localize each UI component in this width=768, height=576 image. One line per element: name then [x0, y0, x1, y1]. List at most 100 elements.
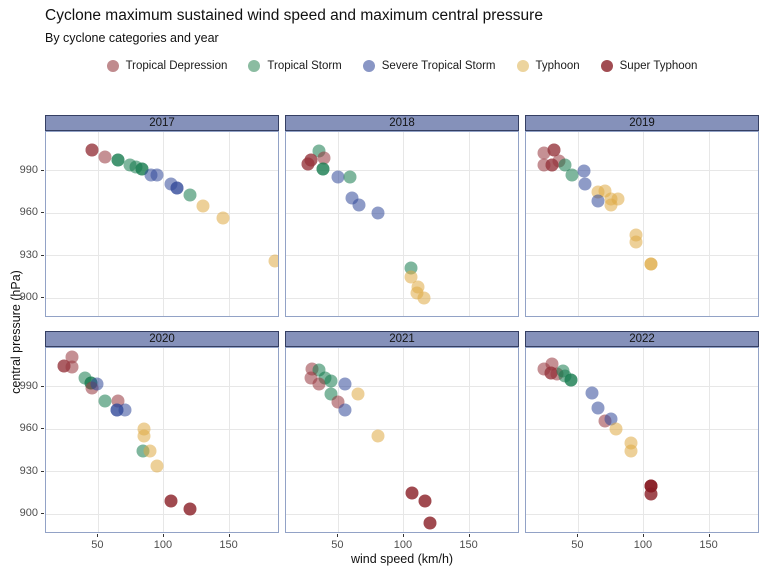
data-point-sty	[418, 494, 432, 508]
data-point-ty	[644, 257, 658, 271]
legend-item-ty: Typhoon	[516, 60, 580, 72]
x-tick-mark	[162, 534, 164, 537]
facet-strip-label: 2017	[149, 117, 175, 129]
gridline	[526, 255, 758, 257]
legend-swatch-icon	[600, 60, 613, 72]
data-point-ts	[564, 373, 578, 387]
x-tick-mark	[708, 534, 710, 537]
data-point-ts	[316, 162, 330, 176]
gridline	[526, 471, 758, 473]
data-point-sty	[644, 487, 658, 501]
facet-strip-2017: 2017	[45, 115, 279, 131]
gridline	[286, 471, 518, 473]
data-point-td	[317, 151, 331, 165]
gridline	[97, 132, 99, 316]
x-tick-label: 50	[331, 539, 344, 551]
data-point-td	[65, 360, 79, 374]
data-point-ty	[609, 422, 623, 436]
gridline	[469, 132, 471, 316]
y-axis-title: central pressure (hPa)	[9, 270, 23, 394]
x-axis-title: wind speed (km/h)	[350, 552, 454, 566]
data-point-ty	[371, 429, 385, 443]
facet-panel-2017	[45, 131, 279, 317]
legend-swatch-icon	[106, 60, 119, 72]
data-point-td	[312, 377, 326, 391]
facet-strip-label: 2022	[629, 333, 655, 345]
x-tick-mark	[468, 534, 470, 537]
y-tick-mark	[41, 297, 44, 299]
legend-item-ts: Tropical Storm	[248, 60, 342, 72]
data-point-sty	[164, 494, 178, 508]
data-point-td	[301, 157, 315, 171]
data-point-sty	[183, 502, 197, 516]
data-point-td	[98, 150, 112, 164]
legend-label: Tropical Depression	[125, 60, 228, 72]
y-tick-label: 900	[19, 291, 38, 304]
gridline	[709, 348, 711, 532]
gridline	[163, 132, 165, 316]
data-point-sts	[585, 386, 599, 400]
gridline	[229, 348, 231, 532]
gridline	[46, 255, 278, 257]
legend-item-td: Tropical Depression	[106, 60, 228, 72]
data-point-ts	[565, 168, 579, 182]
gridline	[526, 170, 758, 172]
legend-item-sty: Super Typhoon	[600, 60, 697, 72]
y-tick-mark	[41, 212, 44, 214]
gridline	[97, 348, 99, 532]
gridline	[46, 471, 278, 473]
x-tick-label: 100	[153, 539, 173, 551]
facet-strip-2021: 2021	[285, 331, 519, 347]
data-point-td	[547, 143, 561, 157]
data-point-ty	[268, 254, 278, 268]
x-tick-mark	[642, 534, 644, 537]
data-point-ts	[324, 374, 338, 388]
y-tick-mark	[41, 470, 44, 472]
data-point-ty	[216, 211, 230, 225]
facet-strip-label: 2018	[389, 117, 415, 129]
legend-label: Tropical Storm	[267, 60, 342, 72]
x-tick-label: 150	[699, 539, 718, 551]
data-point-sts	[90, 377, 104, 391]
gridline	[643, 348, 645, 532]
data-point-ty	[417, 291, 431, 305]
data-point-sts	[578, 177, 592, 191]
data-point-td	[85, 143, 99, 157]
gridline	[46, 428, 278, 430]
y-tick-label: 990	[19, 163, 38, 176]
data-point-ty	[629, 235, 643, 249]
facet-strip-label: 2021	[389, 333, 415, 345]
data-point-ts	[183, 188, 197, 202]
data-point-ts	[98, 394, 112, 408]
gridline	[469, 348, 471, 532]
legend-swatch-icon	[248, 60, 261, 72]
gridline	[526, 297, 758, 299]
legend-label: Severe Tropical Storm	[381, 60, 496, 72]
y-tick-label: 990	[19, 379, 38, 392]
facet-panel-2018	[285, 131, 519, 317]
gridline	[526, 428, 758, 430]
x-tick-mark	[97, 534, 99, 537]
data-point-ty	[624, 444, 638, 458]
data-point-ty	[351, 387, 365, 401]
data-point-ty	[150, 459, 164, 473]
facet-strip-2020: 2020	[45, 331, 279, 347]
legend-label: Typhoon	[535, 60, 580, 72]
y-tick-mark	[41, 169, 44, 171]
x-tick-label: 150	[219, 539, 238, 551]
gridline	[286, 386, 518, 388]
facet-strip-label: 2019	[629, 117, 655, 129]
legend-swatch-icon	[362, 60, 375, 72]
data-point-sts	[352, 198, 366, 212]
legend-swatch-icon	[516, 60, 529, 72]
data-point-sty	[423, 516, 437, 530]
gridline	[286, 513, 518, 515]
legend: Tropical Depression Tropical Storm Severe …	[45, 60, 759, 72]
data-point-sts	[371, 206, 385, 220]
gridline	[526, 386, 758, 388]
gridline	[46, 212, 278, 214]
gridline	[643, 132, 645, 316]
x-tick-label: 100	[393, 539, 413, 551]
x-tick-label: 50	[571, 539, 584, 551]
facet-strip-label: 2020	[149, 333, 175, 345]
